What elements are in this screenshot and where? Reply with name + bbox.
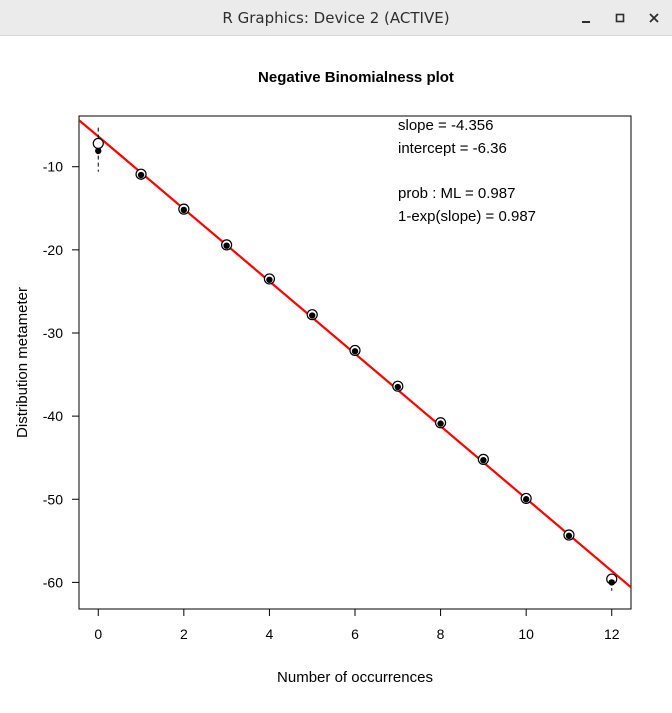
filled-dot-point <box>309 312 316 319</box>
filled-dot-point <box>180 206 188 214</box>
y-tick-label: -10 <box>43 159 63 175</box>
annotation-text: 1-exp(slope) = 0.987 <box>398 208 536 225</box>
negbin-plot: Negative Binomialness plot 0 2 4 6 8 10 12 -10 -2… <box>14 69 632 686</box>
y-tick-label: -40 <box>43 408 63 424</box>
window-title: R Graphics: Device 2 (ACTIVE) <box>222 9 450 27</box>
x-tick-label: 8 <box>437 626 445 642</box>
maximize-icon <box>615 13 625 23</box>
y-tick-label: -50 <box>43 491 63 507</box>
x-tick-label: 10 <box>518 626 534 642</box>
close-icon <box>649 13 659 23</box>
x-tick-label: 12 <box>604 626 620 642</box>
filled-dot-point <box>351 348 359 355</box>
annotation-text: slope = -4.356 <box>398 117 494 134</box>
y-axis-label: Distribution metameter <box>14 287 31 438</box>
filled-dot-point <box>137 171 145 179</box>
x-tick-label: 4 <box>266 626 274 642</box>
plot-area: Negative Binomialness plot 0 2 4 6 8 10 12 -10 -2… <box>0 36 672 708</box>
filled-dot-point <box>394 383 401 391</box>
x-tick-label: 2 <box>180 626 188 642</box>
annotation-text: prob : ML = 0.987 <box>398 185 515 202</box>
filled-dot-point <box>608 579 615 586</box>
filled-dot-point <box>480 456 487 464</box>
y-tick-label: -20 <box>43 242 63 258</box>
filled-dot-point <box>522 496 530 503</box>
filled-dot-point <box>223 242 230 249</box>
filled-dot-point <box>437 420 444 427</box>
open-circle-point <box>92 137 104 150</box>
window-titlebar: R Graphics: Device 2 (ACTIVE) <box>0 0 672 36</box>
filled-dot-point <box>266 276 273 283</box>
maximize-button[interactable] <box>608 6 632 30</box>
y-tick-label: -30 <box>43 325 63 341</box>
minimize-button[interactable] <box>574 6 598 30</box>
filled-dot-point <box>565 532 573 540</box>
x-tick-label: 6 <box>351 626 359 642</box>
x-axis-label: Number of occurrences <box>277 669 433 686</box>
filled-dot-point <box>95 147 102 155</box>
minimize-icon <box>582 21 590 23</box>
annotation-text: intercept = -6.36 <box>398 140 507 157</box>
close-button[interactable] <box>642 6 666 30</box>
chart-title: Negative Binomialness plot <box>258 69 454 86</box>
x-tick-label: 0 <box>94 626 102 642</box>
y-tick-label: -60 <box>43 574 63 590</box>
